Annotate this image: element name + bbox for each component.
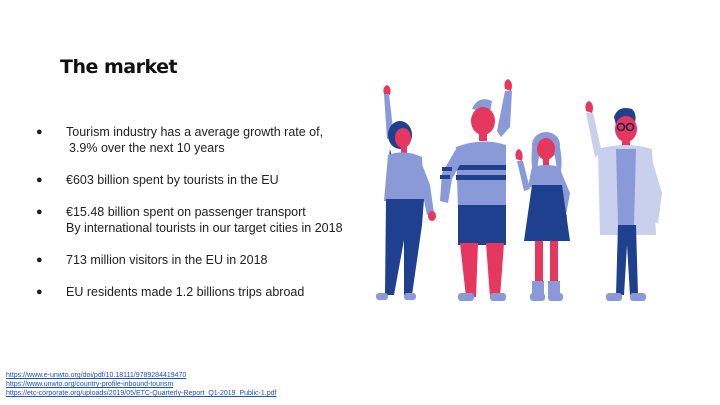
bullet-text-line: Tourism industry has a average growth ra… xyxy=(66,125,324,139)
bullet-item: ● EU residents made 1.2 billions trips a… xyxy=(36,284,366,300)
bullet-dot-icon: ● xyxy=(36,286,43,298)
people-illustration-icon xyxy=(376,79,662,301)
bullet-dot-icon: ● xyxy=(36,126,43,138)
bullet-item: ● €15.48 billion spent on passenger tran… xyxy=(36,204,366,236)
source-link[interactable]: https://etc-corporate.org/uploads/2019/0… xyxy=(6,390,277,397)
bullet-text-line: 3.9% over the next 10 years xyxy=(69,141,225,155)
bullet-dot-icon: ● xyxy=(36,206,43,218)
source-links: https://www.e-unwto.org/doi/pdf/10.18111… xyxy=(6,371,276,398)
bullet-dot-icon: ● xyxy=(36,174,43,186)
source-link[interactable]: https://www.e-unwto.org/doi/pdf/10.18111… xyxy=(6,372,187,379)
bullet-text-line: By international tourists in our target … xyxy=(66,221,343,235)
slide-title: The market xyxy=(60,56,178,78)
person-2-figure xyxy=(440,79,512,301)
bullet-dot-icon: ● xyxy=(36,254,43,266)
bullet-item: ● €603 billion spent by tourists in the … xyxy=(36,172,366,188)
source-link[interactable]: https://www.unwto.org/country-profile-in… xyxy=(6,381,174,388)
bullet-text-line: EU residents made 1.2 billions trips abr… xyxy=(66,285,305,299)
bullet-text-line: 713 million visitors in the EU in 2018 xyxy=(66,253,268,267)
bullet-text-line: €15.48 billion spent on passenger transp… xyxy=(66,205,306,219)
person-3-figure xyxy=(515,132,570,301)
people-celebrating-illustration xyxy=(360,75,680,315)
person-4-figure xyxy=(585,101,662,301)
bullet-item: ● Tourism industry has a average growth … xyxy=(36,124,366,156)
bullet-text-line: €603 billion spent by tourists in the EU xyxy=(66,173,279,187)
person-1-figure xyxy=(376,85,436,300)
bullet-list: ● Tourism industry has a average growth … xyxy=(36,124,366,316)
bullet-item: ● 713 million visitors in the EU in 2018 xyxy=(36,252,366,268)
